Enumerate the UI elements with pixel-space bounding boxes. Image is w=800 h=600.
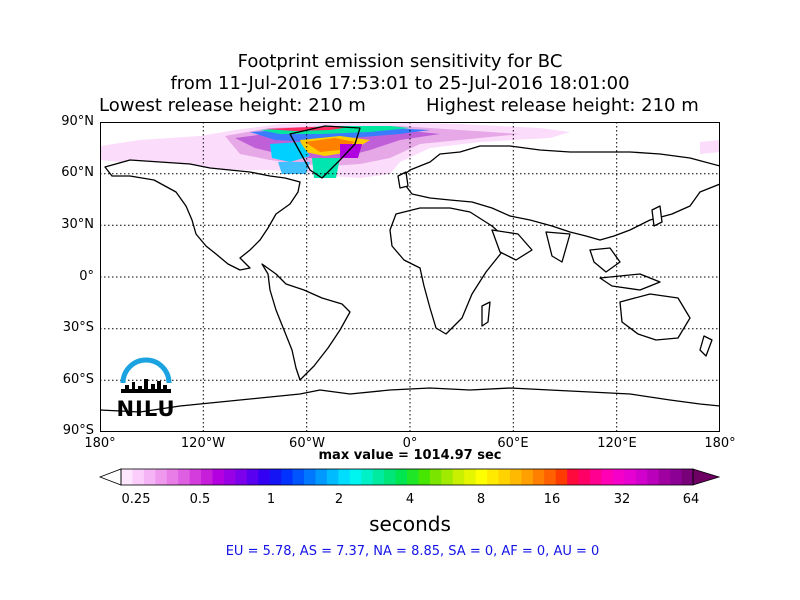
colorbar-tick-label: 64 <box>682 492 700 507</box>
colorbar-cell <box>429 469 442 485</box>
colorbar-cell <box>544 469 557 485</box>
colorbar-cell <box>590 469 602 485</box>
colorbar-tick-label: 16 <box>543 492 561 507</box>
colorbar-cell <box>372 469 385 485</box>
colorbar-cell <box>670 469 682 485</box>
colorbar-cell <box>281 469 293 485</box>
colorbar-cell <box>349 469 362 485</box>
colorbar-cell <box>315 469 328 485</box>
colorbar-cell <box>246 469 259 485</box>
colorbar-cell <box>418 469 431 485</box>
map-title: Footprint emission sensitivity for BC <box>237 51 563 72</box>
colorbar-cell <box>624 469 637 485</box>
colorbar-tick-label: 1 <box>266 492 276 507</box>
colorbar-cell <box>487 469 499 485</box>
colorbar-cell <box>132 469 145 485</box>
colorbar-cell <box>647 469 660 485</box>
colorbar-cell <box>601 469 614 485</box>
colorbar-cell <box>475 469 488 485</box>
colorbar-tick-label: 0.25 <box>121 492 151 507</box>
nilu-logo-text: NILU <box>116 397 176 421</box>
colorbar-cell <box>567 469 579 485</box>
colorbar-cell <box>384 469 396 485</box>
nilu-logo-mark <box>120 357 172 393</box>
colorbar-cell <box>555 469 568 485</box>
colorbar-cell <box>464 469 477 485</box>
colorbar-cell <box>532 469 545 485</box>
colorbar-cell <box>498 469 511 485</box>
colorbar-cell <box>292 469 305 485</box>
highest-release-height: Highest release height: 210 m <box>426 95 699 116</box>
colorbar-cell <box>521 469 534 485</box>
colorbar-cell <box>395 469 408 485</box>
colorbar-cell <box>304 469 316 485</box>
lat-label: 0° <box>79 269 94 284</box>
colorbar-tick-label: 32 <box>613 492 631 507</box>
colorbar-cell <box>201 469 213 485</box>
colorbar-border <box>120 468 694 486</box>
colorbar-tick-label: 2 <box>334 492 344 507</box>
colorbar-cell <box>269 469 282 485</box>
colorbar-unit-label: seconds <box>369 512 451 536</box>
colorbar-cell <box>235 469 248 485</box>
colorbar-cell <box>635 469 648 485</box>
nilu-logo: NILU <box>115 355 177 425</box>
colorbar-cell <box>509 469 522 485</box>
colorbar-cell <box>326 469 339 485</box>
colorbar-under-arrow <box>98 468 122 486</box>
lon-label: 60°E <box>497 436 529 451</box>
lat-label: 30°S <box>62 320 94 335</box>
lat-label: 90°S <box>62 423 94 438</box>
lat-label: 90°N <box>61 114 94 129</box>
world-map <box>100 122 720 432</box>
colorbar-cell <box>223 469 236 485</box>
max-value: max value = 1014.97 sec <box>318 448 502 463</box>
lon-label: 180° <box>84 436 116 451</box>
colorbar-cell <box>441 469 454 485</box>
colorbar-cell <box>258 469 271 485</box>
lon-label: 120°W <box>180 436 226 451</box>
colorbar-cell <box>338 469 351 485</box>
colorbar <box>98 468 721 486</box>
lat-label: 30°N <box>61 217 94 232</box>
colorbar-cell <box>361 469 374 485</box>
colorbar-cell <box>407 469 419 485</box>
lon-label: 180° <box>704 436 736 451</box>
colorbar-over-arrow <box>692 468 721 486</box>
lowest-release-height: Lowest release height: 210 m <box>99 95 366 116</box>
colorbar-cell <box>578 469 591 485</box>
colorbar-cell <box>166 469 179 485</box>
colorbar-cell <box>155 469 168 485</box>
colorbar-tick-label: 8 <box>476 492 486 507</box>
colorbar-cell <box>452 469 465 485</box>
region-statistics: EU = 5.78, AS = 7.37, NA = 8.85, SA = 0,… <box>225 544 600 559</box>
colorbar-cell <box>143 469 156 485</box>
colorbar-cell <box>681 469 694 485</box>
lat-label: 60°S <box>62 372 94 387</box>
map-border <box>100 122 720 432</box>
footprint-field <box>100 122 720 178</box>
colorbar-cell <box>612 469 625 485</box>
colorbar-tick-label: 4 <box>405 492 415 507</box>
colorbar-cell <box>189 469 202 485</box>
lon-label: 120°E <box>597 436 637 451</box>
graticule <box>100 122 720 432</box>
colorbar-cell <box>212 469 225 485</box>
lon-label: 60°W <box>289 436 325 451</box>
colorbar-cell <box>658 469 671 485</box>
colorbar-cell <box>178 469 191 485</box>
colorbar-tick-label: 0.5 <box>189 492 211 507</box>
lon-label: 0° <box>402 436 418 451</box>
coastlines <box>100 125 720 432</box>
colorbar-cell <box>121 469 133 485</box>
lat-label: 60°N <box>61 165 94 180</box>
map-date-range: from 11-Jul-2016 17:53:01 to 25-Jul-2016… <box>170 73 630 94</box>
